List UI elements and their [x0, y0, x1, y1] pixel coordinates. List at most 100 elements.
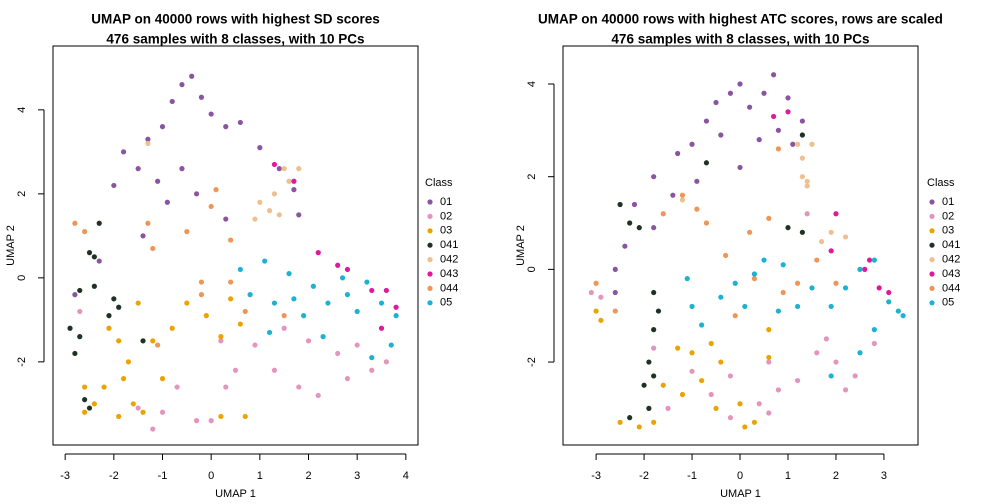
data-point	[651, 174, 657, 180]
data-point	[159, 376, 166, 382]
data-point	[237, 321, 243, 327]
legend-label: 044	[440, 282, 458, 294]
data-point	[198, 279, 205, 285]
data-point	[785, 225, 791, 231]
x-tick-label: -3	[60, 470, 70, 482]
data-point	[383, 287, 389, 294]
data-point	[857, 350, 863, 356]
data-point	[159, 409, 166, 415]
data-point	[756, 137, 762, 143]
data-point	[617, 201, 623, 208]
data-point	[742, 424, 748, 430]
data-point	[116, 304, 122, 310]
data-point	[799, 155, 805, 161]
data-point	[189, 73, 195, 79]
data-point	[155, 178, 161, 184]
data-point	[237, 119, 243, 126]
data-point	[150, 245, 156, 252]
data-point	[91, 283, 97, 289]
data-point	[82, 409, 88, 415]
data-point	[82, 397, 88, 403]
x-tick-label: -2	[639, 470, 649, 482]
data-point	[271, 300, 278, 306]
legend-marker	[427, 228, 433, 234]
chart-subtitle: 476 samples with 8 classes, with 10 PCs	[106, 32, 364, 47]
data-point	[228, 296, 234, 302]
data-point	[237, 266, 243, 273]
data-point	[871, 327, 877, 333]
x-tick-label: 4	[403, 470, 409, 482]
data-point	[296, 212, 302, 218]
data-point	[266, 208, 273, 214]
legend-label: 03	[440, 225, 452, 237]
legend-label: 043	[440, 268, 458, 280]
data-point	[771, 72, 777, 78]
data-point	[742, 303, 748, 310]
legend-marker	[929, 213, 935, 219]
data-point	[145, 136, 151, 142]
data-point	[751, 419, 758, 425]
data-point	[766, 327, 772, 333]
data-point	[675, 345, 681, 351]
data-point	[651, 225, 657, 231]
legend-label: 05	[942, 297, 954, 309]
data-point	[828, 229, 834, 235]
x-tick-label: 3	[881, 470, 887, 482]
data-point	[737, 81, 743, 87]
data-point	[169, 325, 175, 331]
x-tick-label: -1	[158, 470, 168, 482]
data-point	[588, 289, 594, 296]
data-point	[747, 104, 753, 110]
data-point	[344, 376, 351, 382]
data-point	[271, 161, 278, 168]
data-point	[771, 113, 777, 120]
data-point	[665, 405, 671, 411]
data-point	[886, 289, 892, 296]
data-point	[305, 338, 312, 344]
data-point	[257, 145, 263, 151]
data-point	[135, 405, 141, 411]
data-point	[828, 303, 834, 310]
data-point	[871, 340, 877, 347]
data-point	[593, 308, 599, 314]
x-axis-label: UMAP 1	[720, 488, 761, 500]
data-point	[354, 308, 360, 315]
y-tick-label: 2	[526, 174, 538, 180]
data-point	[315, 250, 321, 256]
data-point	[718, 359, 724, 365]
data-point	[694, 206, 700, 212]
data-point	[617, 419, 623, 425]
y-tick-label: -2	[16, 357, 28, 367]
data-point	[77, 308, 83, 315]
legend-label: 041	[942, 239, 960, 251]
data-point	[388, 342, 394, 348]
data-point	[286, 271, 292, 277]
data-point	[833, 280, 839, 286]
data-point	[612, 308, 618, 314]
data-point	[179, 82, 185, 88]
y-tick-label: 4	[526, 81, 538, 87]
data-point	[82, 229, 88, 235]
legend-marker	[929, 257, 935, 263]
data-point	[257, 199, 263, 205]
x-tick-label: -3	[591, 470, 601, 482]
data-point	[598, 294, 604, 300]
legend-label: 043	[942, 268, 960, 280]
y-axis-label: UMAP 2	[515, 225, 527, 266]
legend-label: 042	[440, 254, 458, 266]
y-tick-label: 0	[526, 266, 538, 272]
legend-marker	[427, 257, 433, 263]
data-point	[393, 313, 399, 319]
data-point	[804, 183, 810, 189]
data-point	[339, 275, 346, 281]
data-point	[228, 279, 234, 285]
legend-marker	[427, 242, 433, 248]
legend-marker	[427, 213, 433, 219]
data-point	[101, 384, 107, 390]
x-tick-label: 3	[354, 470, 360, 482]
data-point	[291, 187, 297, 193]
data-point	[794, 280, 801, 286]
data-point	[732, 280, 738, 286]
data-point	[354, 342, 360, 348]
